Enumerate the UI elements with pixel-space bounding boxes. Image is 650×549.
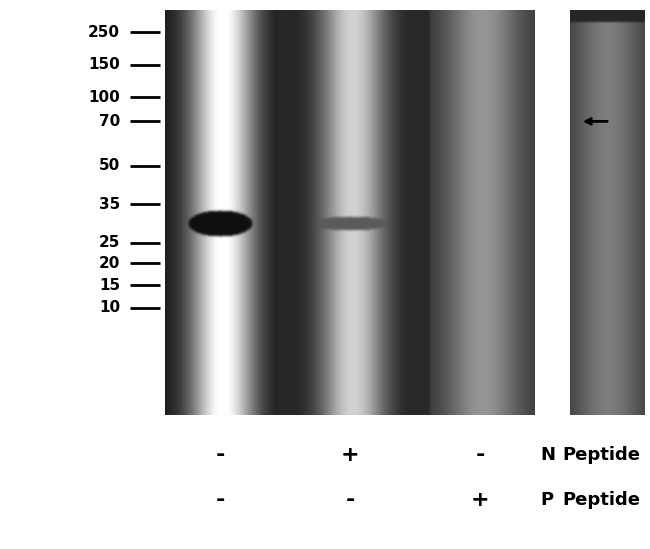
Text: +: + xyxy=(471,490,489,510)
Text: Peptide: Peptide xyxy=(562,446,640,464)
Text: Peptide: Peptide xyxy=(562,491,640,509)
Text: 100: 100 xyxy=(88,89,120,104)
Text: 20: 20 xyxy=(99,256,120,271)
Text: -: - xyxy=(215,445,225,465)
Text: 50: 50 xyxy=(99,159,120,173)
Text: -: - xyxy=(345,490,355,510)
Text: 150: 150 xyxy=(88,57,120,72)
Text: N: N xyxy=(540,446,555,464)
Text: +: + xyxy=(341,445,359,465)
Text: 15: 15 xyxy=(99,278,120,293)
Text: 70: 70 xyxy=(99,114,120,129)
Text: -: - xyxy=(475,445,485,465)
Text: 250: 250 xyxy=(88,25,120,40)
Text: 10: 10 xyxy=(99,300,120,315)
Text: P: P xyxy=(540,491,553,509)
Text: 25: 25 xyxy=(99,236,120,250)
Text: -: - xyxy=(215,490,225,510)
Text: 35: 35 xyxy=(99,197,120,212)
